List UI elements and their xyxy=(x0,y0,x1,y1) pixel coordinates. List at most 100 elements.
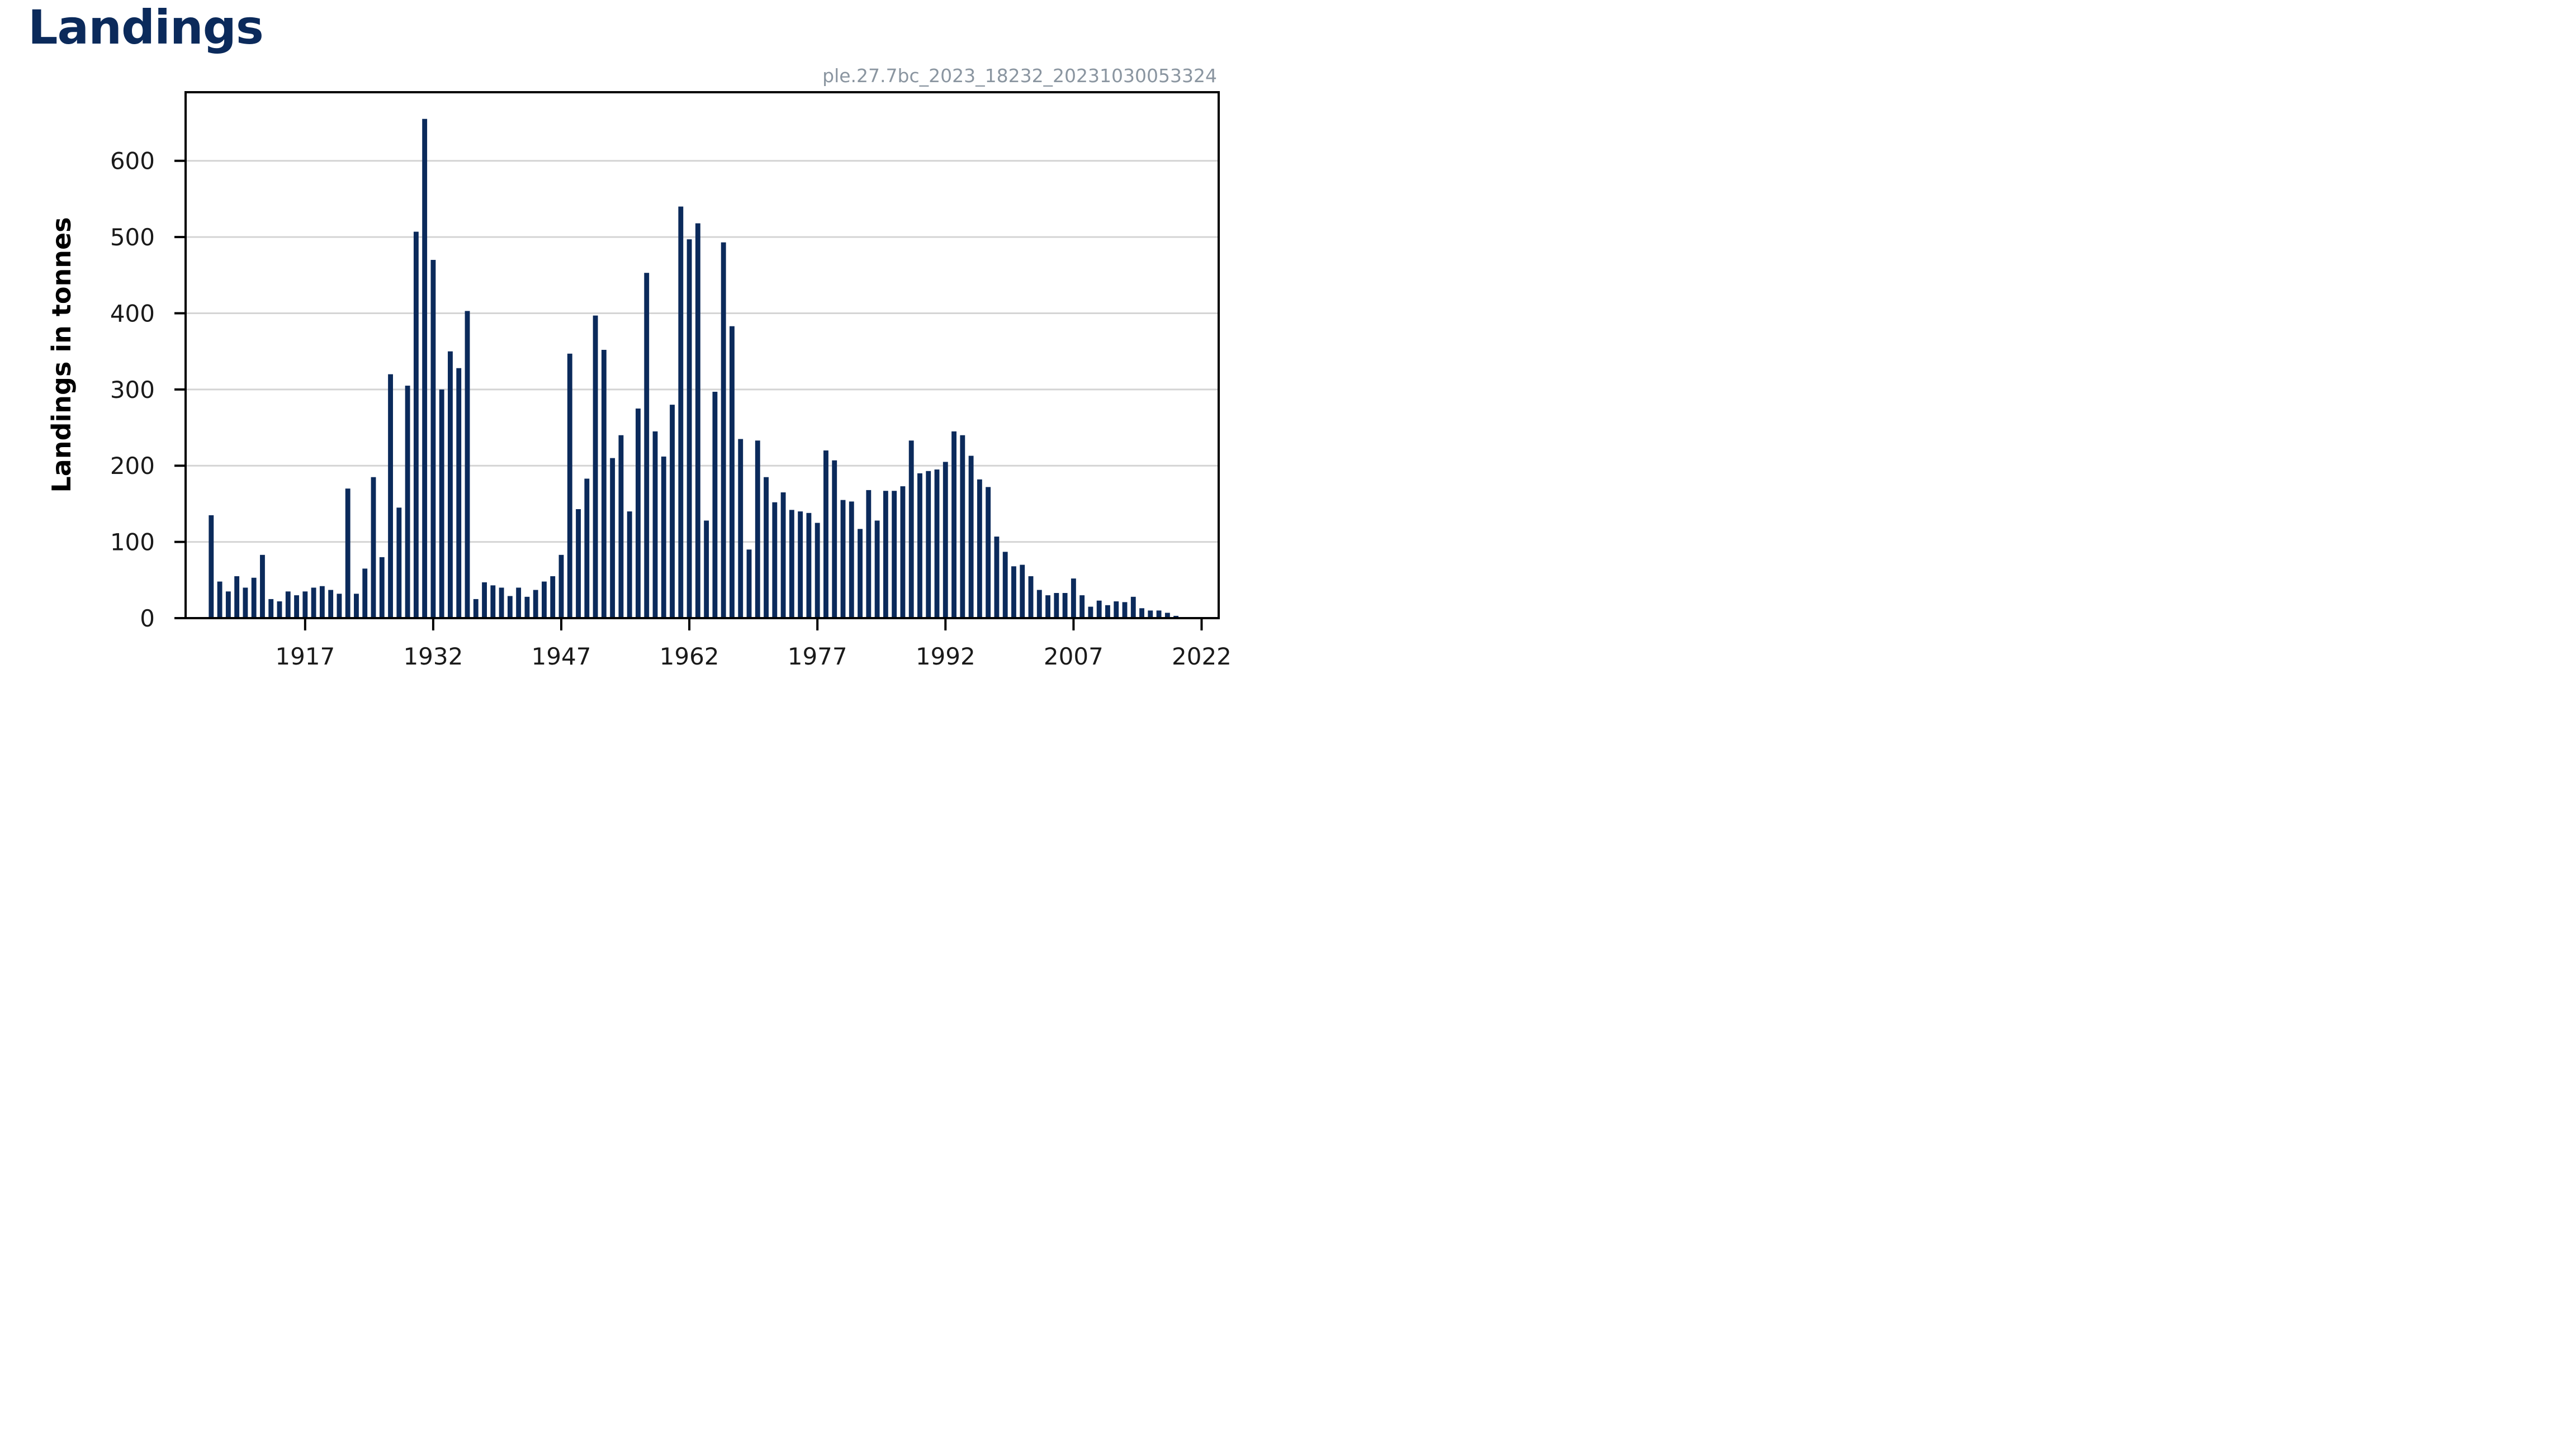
bar-1933 xyxy=(439,389,444,618)
bar-1918 xyxy=(311,587,316,618)
y-tick-label: 100 xyxy=(110,529,155,556)
bar-1946 xyxy=(550,576,556,618)
bar-1920 xyxy=(328,590,334,618)
bar-1942 xyxy=(516,587,522,618)
x-tick-label: 1932 xyxy=(403,643,463,670)
bar-2001 xyxy=(1020,564,1025,618)
bar-2011 xyxy=(1105,605,1110,618)
bar-2004 xyxy=(1045,595,1050,618)
y-tick-label: 200 xyxy=(110,452,155,480)
bar-1931 xyxy=(422,118,428,619)
bar-1970 xyxy=(755,440,760,618)
bar-1977 xyxy=(815,523,820,618)
bar-1916 xyxy=(294,595,299,618)
bar-1974 xyxy=(789,510,794,618)
plot-frame xyxy=(184,91,1220,619)
bar-1944 xyxy=(533,590,538,618)
bar-1997 xyxy=(986,487,991,618)
bar-1917 xyxy=(302,591,308,618)
bar-1988 xyxy=(908,440,914,618)
bar-1913 xyxy=(268,599,274,618)
bar-1962 xyxy=(686,239,692,618)
bar-1989 xyxy=(917,473,922,618)
bar-1928 xyxy=(396,507,402,618)
bar-1994 xyxy=(960,435,965,618)
bar-1940 xyxy=(499,587,504,618)
bar-1986 xyxy=(892,491,897,618)
bar-2005 xyxy=(1054,592,1059,618)
x-tick-label: 2022 xyxy=(1172,643,1232,670)
bar-2015 xyxy=(1139,608,1144,618)
bar-2007 xyxy=(1071,578,1076,618)
bar-1982 xyxy=(858,529,863,618)
bar-2003 xyxy=(1036,590,1042,618)
bar-1993 xyxy=(951,431,956,618)
bar-1950 xyxy=(584,478,590,618)
bar-1984 xyxy=(874,520,880,618)
bar-1961 xyxy=(678,206,684,619)
bar-1965 xyxy=(712,391,718,618)
bar-1915 xyxy=(285,591,291,618)
x-tick-label: 1992 xyxy=(916,643,976,670)
bar-1919 xyxy=(319,586,325,618)
bar-1926 xyxy=(379,557,385,618)
bar-1910 xyxy=(243,587,248,618)
bar-1959 xyxy=(661,456,666,618)
bar-1947 xyxy=(558,554,564,618)
bar-1990 xyxy=(926,471,931,618)
bar-1924 xyxy=(362,568,368,618)
bar-1945 xyxy=(542,581,547,618)
bar-1925 xyxy=(371,477,376,618)
y-tick-label: 300 xyxy=(110,376,155,404)
bar-1995 xyxy=(968,455,974,618)
bar-1906 xyxy=(209,515,214,618)
bar-1955 xyxy=(627,511,632,618)
bar-1908 xyxy=(225,591,231,618)
bar-1996 xyxy=(977,479,982,618)
bar-1964 xyxy=(704,520,709,618)
bar-1957 xyxy=(644,273,650,619)
x-tick-label: 1962 xyxy=(660,643,719,670)
bar-1975 xyxy=(798,511,803,618)
gridlines xyxy=(186,160,1219,543)
bar-1932 xyxy=(430,260,436,618)
bar-1966 xyxy=(721,242,726,618)
y-tick-label: 0 xyxy=(140,605,155,632)
bar-1976 xyxy=(806,513,812,618)
bar-1949 xyxy=(576,509,581,618)
bar-2019 xyxy=(1173,615,1179,618)
bar-1960 xyxy=(670,405,675,618)
x-tick-label: 1917 xyxy=(275,643,335,670)
bar-1937 xyxy=(473,599,479,618)
bar-1936 xyxy=(465,311,470,618)
bar-1952 xyxy=(601,349,607,618)
bar-1967 xyxy=(730,326,735,618)
bar-1954 xyxy=(618,435,624,618)
bar-1935 xyxy=(456,368,462,618)
bar-1956 xyxy=(636,408,641,618)
bar-1938 xyxy=(482,582,487,618)
bar-1914 xyxy=(277,601,282,618)
bar-1953 xyxy=(610,458,615,618)
x-tick-label: 2007 xyxy=(1044,643,1104,670)
bar-1985 xyxy=(883,491,888,618)
bar-1983 xyxy=(866,490,872,618)
bar-1991 xyxy=(934,469,940,618)
bar-1958 xyxy=(652,431,658,618)
x-axis-ticks: 1917 1932 1947 1962 1977 1992 2007 2022 xyxy=(275,618,1232,670)
bar-1912 xyxy=(260,554,265,618)
y-tick-label: 600 xyxy=(110,148,155,175)
bar-2010 xyxy=(1096,600,1102,618)
bar-1941 xyxy=(507,596,513,618)
x-tick-label: 1947 xyxy=(532,643,591,670)
chart-caption: ple.27.7bc_2023_18232_20231030053324 xyxy=(822,65,1217,87)
bar-1968 xyxy=(738,439,744,618)
bar-2017 xyxy=(1156,610,1162,618)
bar-1980 xyxy=(840,500,846,618)
bar-1930 xyxy=(413,231,419,618)
x-tick-label: 1977 xyxy=(788,643,847,670)
bar-1939 xyxy=(490,585,496,618)
bar-2013 xyxy=(1122,602,1128,618)
bar-2006 xyxy=(1062,592,1068,618)
